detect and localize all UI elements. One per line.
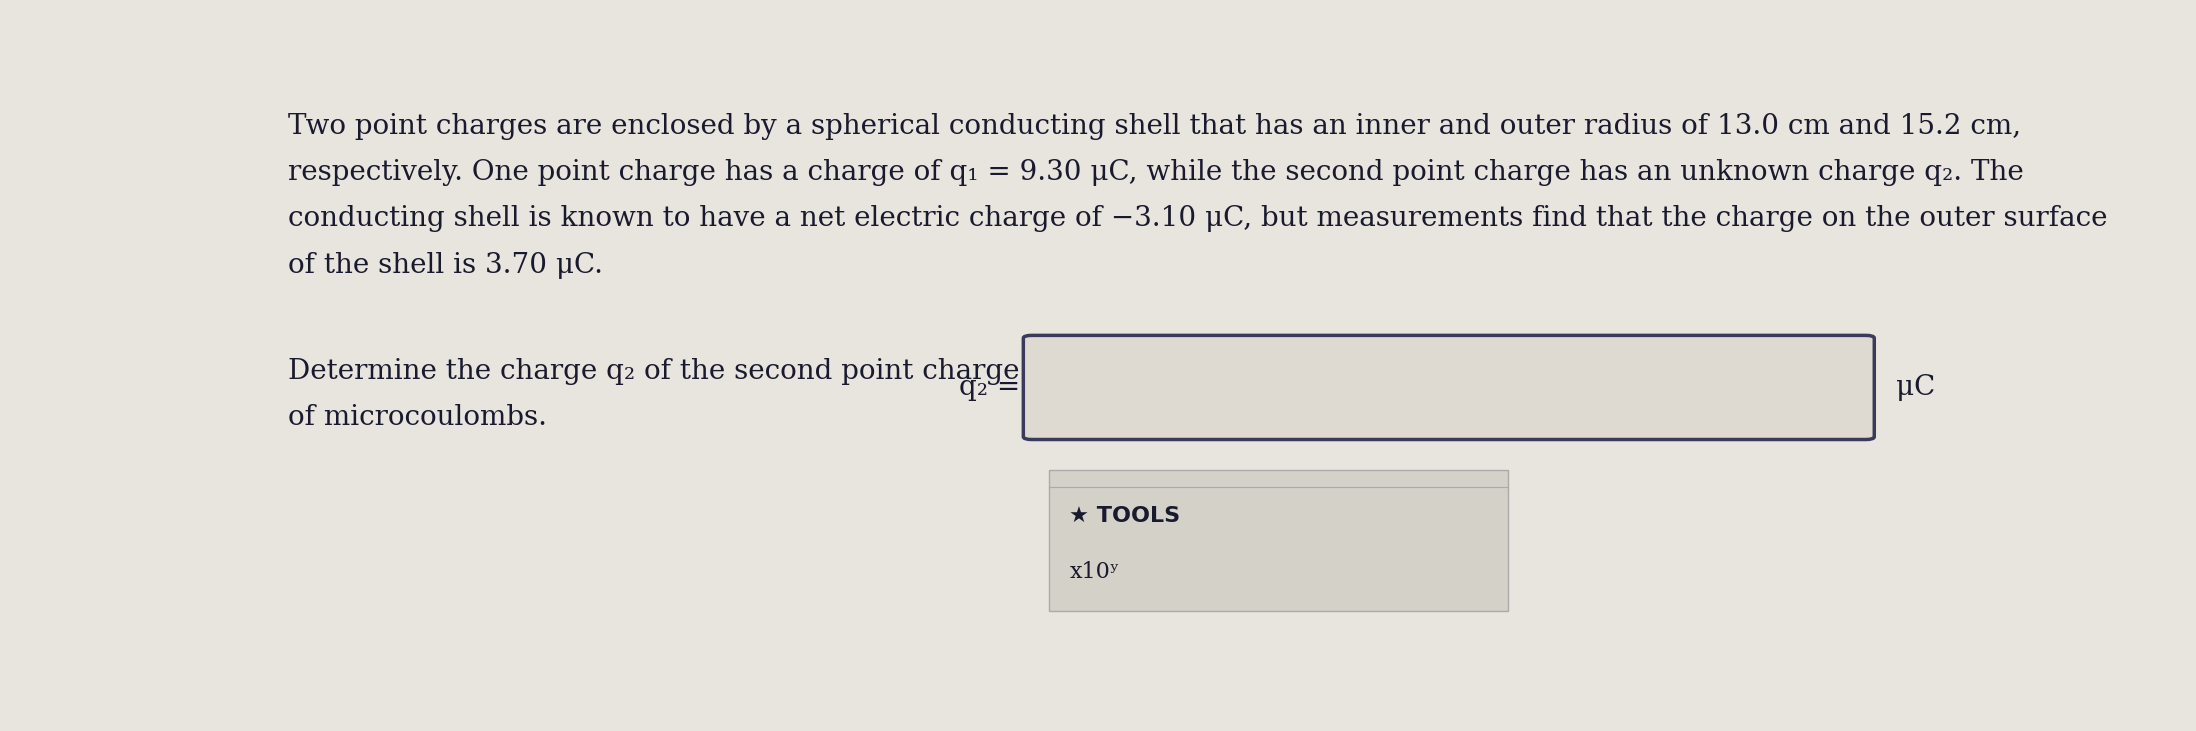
Text: q₂ =: q₂ = — [960, 374, 1019, 401]
Text: Determine the charge q₂ of the second point charge in units: Determine the charge q₂ of the second po… — [288, 357, 1133, 385]
FancyBboxPatch shape — [1023, 336, 1875, 439]
Text: conducting shell is known to have a net electric charge of −3.10 μC, but measure: conducting shell is known to have a net … — [288, 205, 2108, 232]
Text: μC: μC — [1897, 374, 1935, 401]
Text: respectively. One point charge has a charge of q₁ = 9.30 μC, while the second po: respectively. One point charge has a cha… — [288, 159, 2025, 186]
FancyBboxPatch shape — [1050, 471, 1509, 611]
Text: Two point charges are enclosed by a spherical conducting shell that has an inner: Two point charges are enclosed by a sphe… — [288, 113, 2020, 140]
Text: x10ʸ: x10ʸ — [1069, 561, 1120, 583]
Text: ★ TOOLS: ★ TOOLS — [1069, 506, 1181, 526]
Text: of the shell is 3.70 μC.: of the shell is 3.70 μC. — [288, 251, 604, 279]
Text: of microcoulombs.: of microcoulombs. — [288, 404, 547, 431]
